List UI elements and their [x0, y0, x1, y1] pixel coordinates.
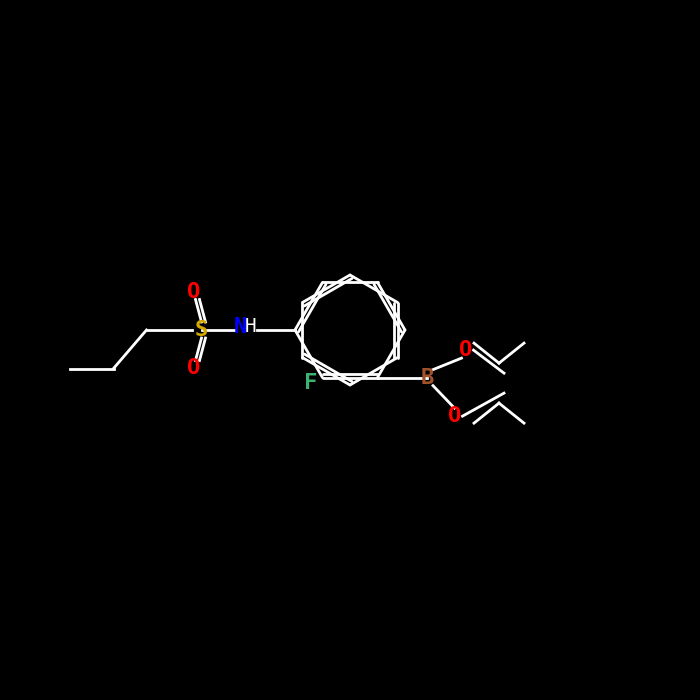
- Text: O: O: [187, 281, 200, 302]
- Text: B: B: [420, 368, 434, 388]
- Text: F: F: [304, 372, 317, 393]
- Text: S: S: [195, 320, 208, 340]
- Text: O: O: [448, 406, 461, 426]
- Text: H: H: [244, 318, 256, 337]
- Text: N: N: [234, 317, 247, 337]
- Text: O: O: [187, 358, 200, 379]
- Text: O: O: [458, 340, 472, 360]
